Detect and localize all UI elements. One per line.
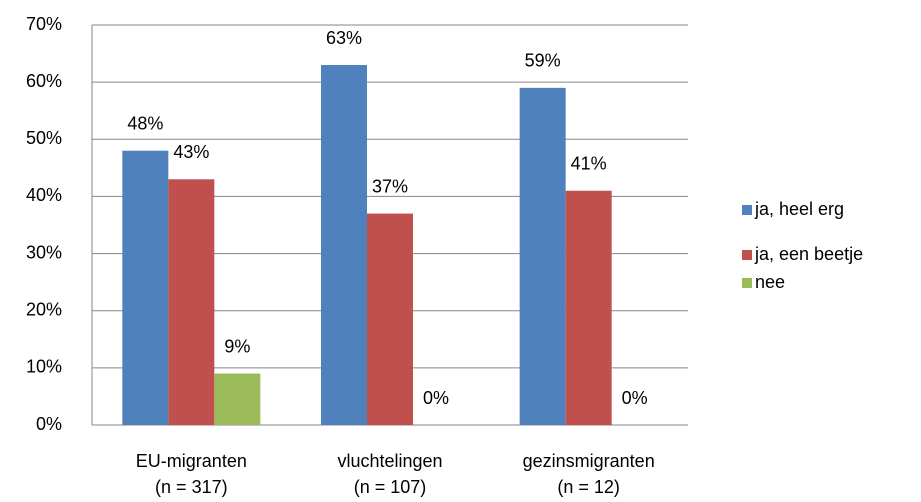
value-label: 41% xyxy=(571,153,607,173)
y-tick-label: 0% xyxy=(36,414,62,434)
value-label: 43% xyxy=(173,142,209,162)
value-label: 9% xyxy=(224,336,250,356)
y-tick-label: 40% xyxy=(26,185,62,205)
bar xyxy=(565,190,612,425)
legend-label: ja, heel erg xyxy=(754,199,844,219)
value-label: 37% xyxy=(372,176,408,196)
legend-swatch xyxy=(742,250,752,260)
x-tick-label: vluchtelingen xyxy=(337,451,442,471)
legend-label: ja, een beetje xyxy=(754,244,863,264)
y-tick-label: 20% xyxy=(26,299,62,319)
x-tick-label: (n = 12) xyxy=(557,477,620,497)
bar xyxy=(321,65,367,425)
bar xyxy=(122,150,169,425)
y-tick-label: 50% xyxy=(26,128,62,148)
legend-label: nee xyxy=(755,272,785,292)
legend-swatch xyxy=(742,205,752,215)
legend-swatch xyxy=(742,278,752,288)
value-label: 0% xyxy=(622,388,648,408)
x-tick-label: (n = 107) xyxy=(354,477,427,497)
x-tick-label: EU-migranten xyxy=(136,451,247,471)
value-label: 59% xyxy=(525,51,561,71)
x-tick-label: (n = 317) xyxy=(155,477,228,497)
value-label: 63% xyxy=(326,28,362,48)
y-tick-label: 70% xyxy=(26,14,62,34)
y-tick-label: 30% xyxy=(26,242,62,262)
y-tick-label: 60% xyxy=(26,71,62,91)
bar xyxy=(367,213,413,425)
y-tick-label: 10% xyxy=(26,357,62,377)
value-label: 0% xyxy=(423,388,449,408)
value-label: 48% xyxy=(127,113,163,133)
bar xyxy=(168,179,215,425)
x-tick-label: gezinsmigranten xyxy=(523,451,655,471)
bar xyxy=(214,373,261,425)
bar xyxy=(519,87,566,425)
